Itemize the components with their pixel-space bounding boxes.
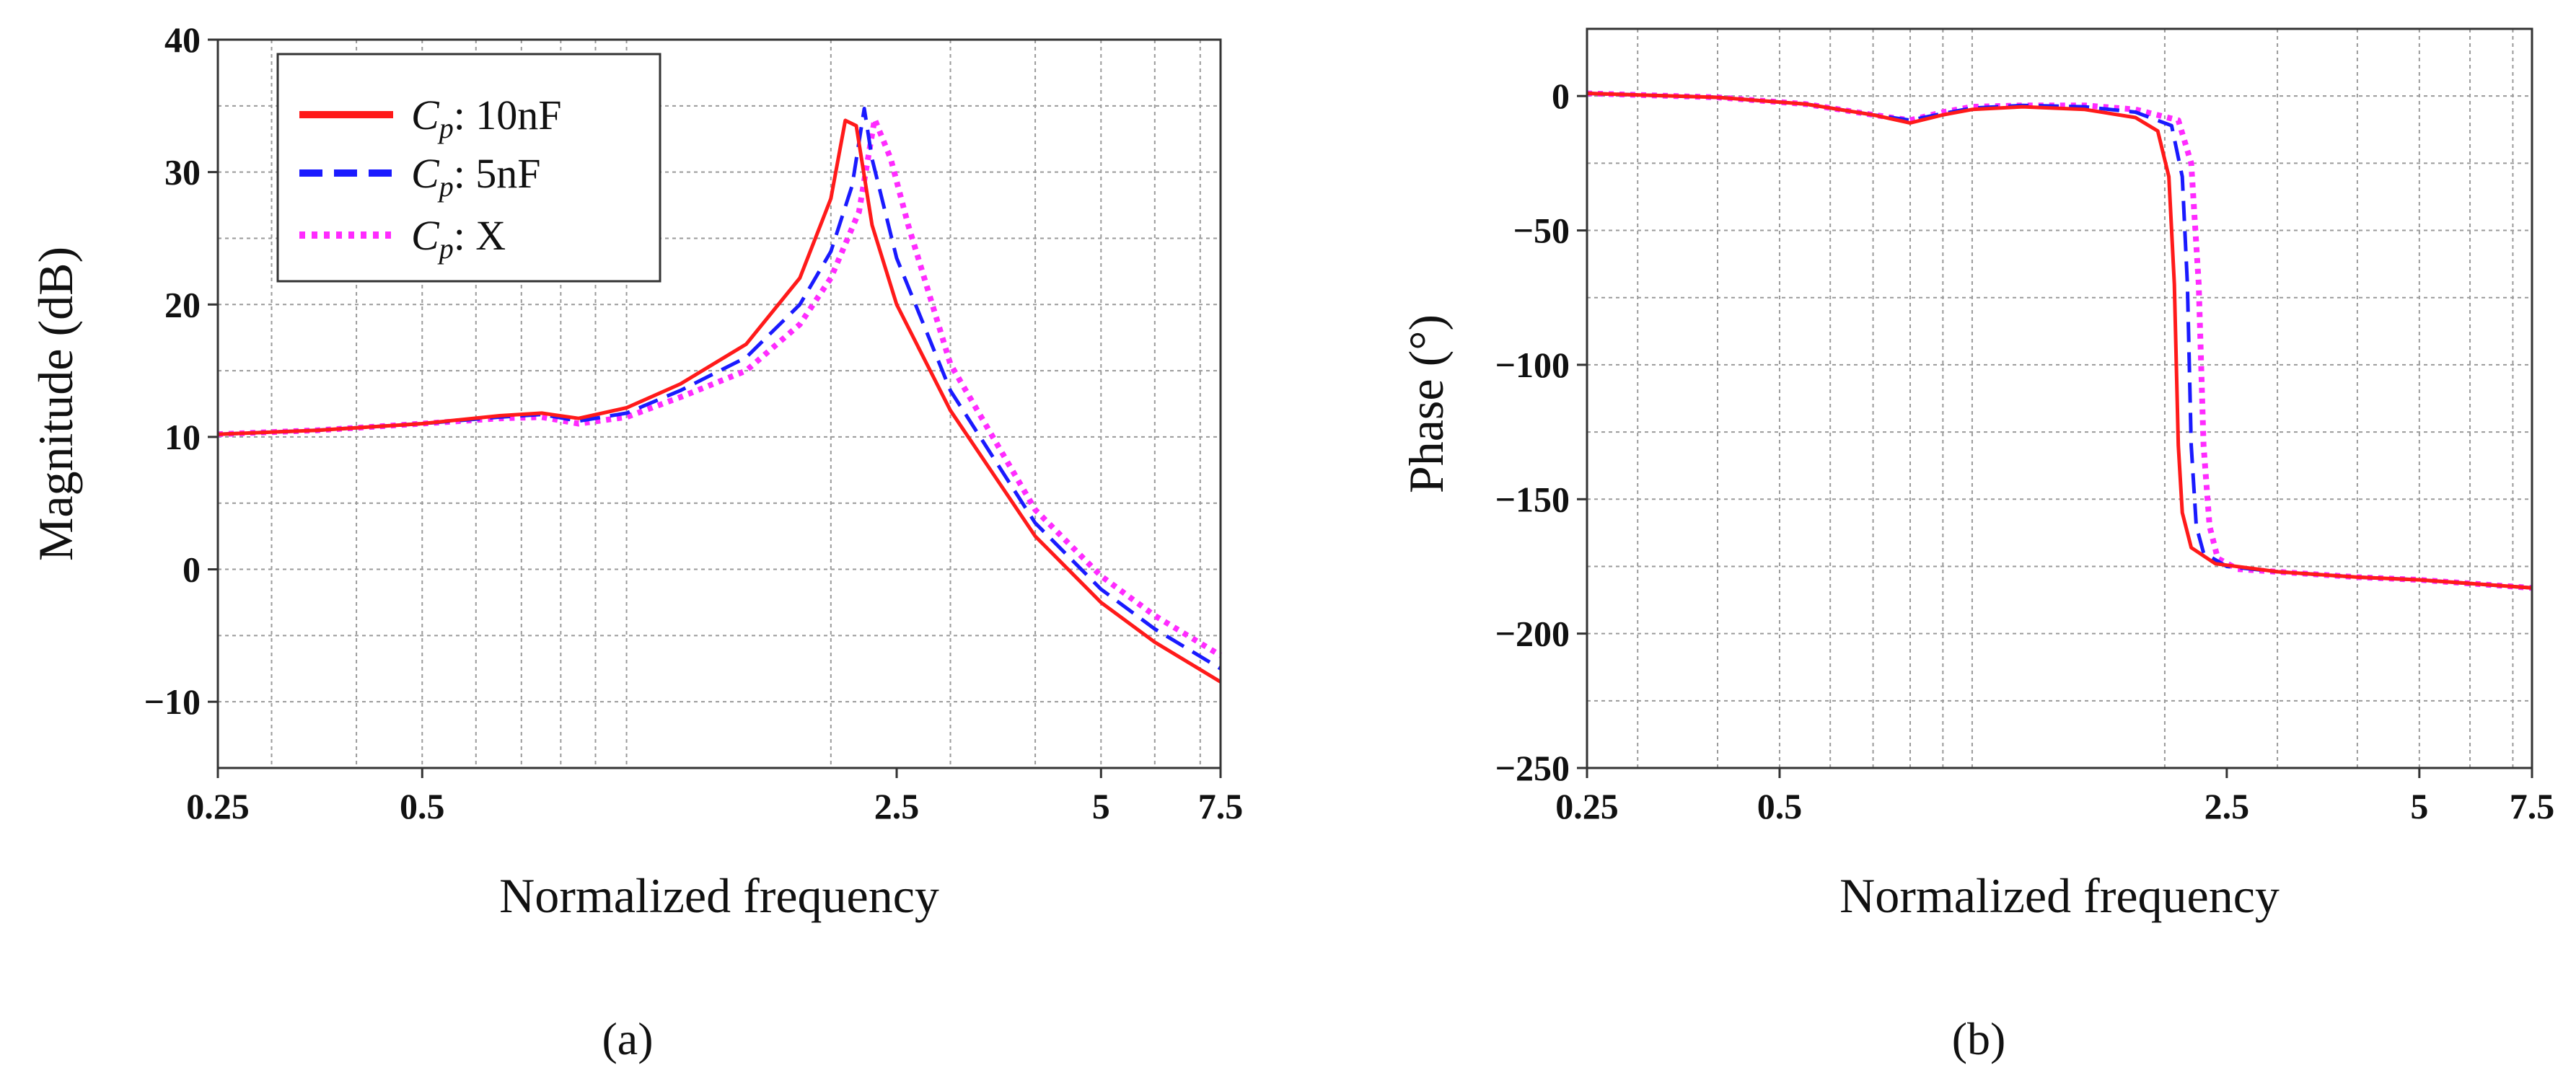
magnitude-x-tick-label: 0.5	[400, 786, 445, 826]
phase-chart-panel: −250 −200 −150 −100 −50 0 0.25 0.5 2.5 5 7.5 Norma…	[1399, 27, 2555, 1064]
phase-x-axis-label: Normalized frequency	[1839, 868, 2280, 923]
phase-ticks: −250 −200 −150 −100 −50 0 0.25 0.5 2.5 5 7.5	[1495, 76, 2555, 826]
magnitude-x-axis-label: Normalized frequency	[499, 868, 939, 923]
phase-series-cp-5nf	[1586, 92, 2533, 590]
legend-box	[276, 53, 661, 283]
magnitude-plot-frame	[216, 38, 1222, 769]
magnitude-ticks: −10 0 10 20 30 40 0.25 0.5 2.5 5 7.5	[144, 19, 1244, 826]
magnitude-x-tick-label: 5	[1092, 786, 1110, 826]
phase-y-axis-label: Phase (°)	[1399, 314, 1454, 493]
legend-label-5nf: Cp: 5nF	[411, 150, 541, 203]
phase-x-tick-label: 7.5	[2510, 786, 2555, 826]
phase-x-tick-label: 0.25	[1555, 786, 1619, 826]
panel-label-b: (b)	[1952, 1013, 2006, 1064]
magnitude-series-layer	[217, 107, 1223, 684]
magnitude-y-tick-label: 0	[183, 549, 201, 590]
phase-y-tick-label: −50	[1513, 211, 1570, 251]
magnitude-y-axis-label: Magnitude (dB)	[28, 247, 83, 561]
magnitude-x-tick-label: 0.25	[186, 786, 250, 826]
phase-x-tick-label: 0.5	[1757, 786, 1803, 826]
phase-series-layer	[1586, 90, 2533, 591]
legend-label-10nf: Cp: 10nF	[411, 92, 562, 144]
magnitude-x-tick-label: 7.5	[1198, 786, 1244, 826]
phase-y-tick-label: −100	[1495, 345, 1570, 385]
magnitude-series-cp-10nf	[217, 118, 1222, 684]
magnitude-y-tick-label: 40	[164, 19, 201, 60]
phase-y-tick-label: 0	[1552, 76, 1570, 116]
magnitude-grid	[218, 40, 1221, 768]
magnitude-y-tick-label: −10	[144, 681, 201, 722]
magnitude-y-tick-label: 10	[164, 417, 201, 457]
magnitude-chart-panel: −10 0 10 20 30 40 0.25 0.5 2.5 5 7.5 Normalized fr…	[28, 19, 1243, 1064]
phase-plot-frame	[1586, 27, 2533, 769]
phase-x-tick-label: 2.5	[2204, 786, 2250, 826]
magnitude-y-tick-label: 20	[164, 284, 201, 324]
phase-y-tick-label: −250	[1495, 748, 1570, 788]
phase-y-tick-label: −200	[1495, 614, 1570, 654]
panel-label-a: (a)	[602, 1013, 653, 1064]
phase-grid	[1587, 29, 2532, 768]
magnitude-y-tick-label: 30	[164, 152, 201, 193]
legend: Cp: 10nF Cp: 5nF Cp: X	[276, 53, 661, 283]
phase-y-tick-label: −150	[1495, 479, 1570, 519]
magnitude-x-tick-label: 2.5	[874, 786, 920, 826]
phase-series-cp-10nf	[1586, 92, 2533, 590]
legend-label-x: Cp: X	[411, 212, 506, 265]
phase-x-tick-label: 5	[2410, 786, 2428, 826]
